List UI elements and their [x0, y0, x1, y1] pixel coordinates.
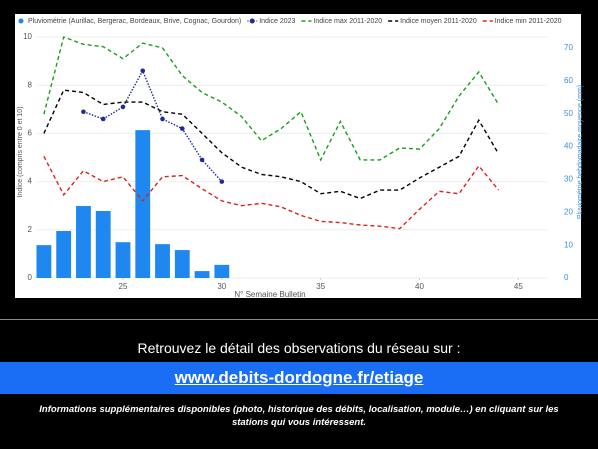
bar — [95, 210, 111, 278]
y-tick-label: 6 — [28, 129, 33, 138]
legend-label: Indice min 2011-2020 — [495, 18, 562, 25]
y-tick-label: 10 — [23, 32, 32, 41]
bar — [194, 271, 210, 278]
separator — [0, 319, 598, 320]
bar — [56, 231, 72, 278]
point — [179, 126, 185, 131]
bar — [76, 206, 91, 278]
chart: N° Semaine Bulletin Indice (compris entr… — [15, 14, 584, 299]
x-tick-label: 45 — [514, 282, 523, 291]
y-tick-label: 4 — [28, 177, 33, 186]
x-tick-label: 35 — [316, 282, 325, 291]
point — [160, 116, 165, 122]
y-tick-label: 2 — [28, 225, 33, 234]
point — [199, 157, 205, 163]
y2-tick-label: 20 — [564, 207, 573, 216]
x-tick-label: 25 — [119, 282, 128, 291]
intro-text: Retrouvez le détail des observations du … — [137, 340, 461, 356]
legend-label: Indice max 2011-2020 — [313, 18, 382, 25]
point — [100, 116, 106, 122]
y2-tick-label: 10 — [564, 240, 573, 249]
x-tick-label: 40 — [415, 282, 424, 291]
point — [219, 179, 225, 184]
legend-label: Indice 2023 — [259, 18, 295, 25]
point — [120, 104, 126, 110]
y-tick-label: 0 — [28, 273, 33, 282]
line — [43, 36, 500, 162]
x-tick-label: 30 — [217, 282, 226, 291]
y2-tick-label: 70 — [564, 43, 573, 52]
bar — [214, 264, 230, 278]
legend-label: Indice moyen 2011-2020 — [400, 18, 477, 25]
y2-tick-label: 60 — [564, 76, 573, 85]
line — [83, 69, 223, 183]
link-bar: www.debits-dordogne.fr/etiage — [0, 362, 598, 394]
y2-axis-label: Pluviométrie hebdomadaire moyenne (mm) — [577, 85, 584, 219]
legend-marker — [18, 18, 24, 24]
point — [81, 109, 86, 115]
legend-marker — [249, 18, 255, 24]
line — [43, 89, 500, 200]
line — [43, 155, 500, 230]
link[interactable]: www.debits-dordogne.fr/etiage — [174, 368, 424, 387]
y-tick-label: 8 — [28, 80, 33, 89]
x-axis-label: N° Semaine Bulletin — [234, 290, 305, 299]
bar — [135, 130, 151, 278]
bar — [36, 245, 52, 278]
y2-tick-label: 50 — [564, 109, 573, 118]
y-axis-label: Indice (compris entre 0 et 10) — [17, 106, 24, 197]
bar — [174, 250, 190, 278]
note-text: Informations supplémentaires disponibles… — [39, 404, 559, 428]
y2-tick-label: 0 — [564, 273, 569, 282]
y2-tick-label: 30 — [564, 175, 573, 184]
bar — [155, 244, 170, 278]
bar — [115, 242, 131, 278]
point — [140, 68, 146, 74]
y2-tick-label: 40 — [564, 142, 573, 151]
legend-label: Pluviométrie (Aurillac, Bergerac, Bordea… — [28, 18, 241, 25]
